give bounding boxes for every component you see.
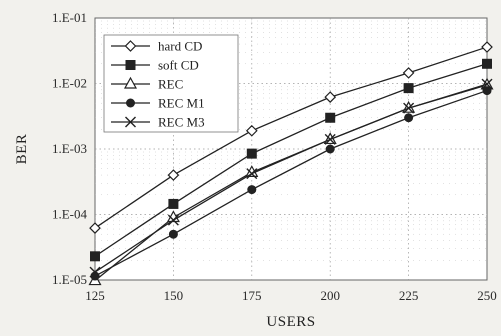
x-tick-label: 125 — [85, 288, 105, 303]
legend-label: REC — [158, 77, 183, 92]
y-tick-label: 1.E-03 — [52, 141, 87, 156]
data-point — [168, 198, 179, 209]
legend-label: hard CD — [158, 39, 202, 54]
series-rec-m3 — [89, 78, 493, 278]
data-point — [482, 58, 492, 69]
legend-item-rec-m3: REC M3 — [111, 115, 205, 130]
legend-label: REC M1 — [158, 96, 205, 111]
data-point — [482, 86, 492, 96]
data-point — [324, 133, 336, 145]
data-point — [168, 229, 178, 239]
legend-marker — [125, 60, 136, 70]
data-point — [246, 148, 257, 159]
data-point — [325, 112, 336, 123]
data-point — [402, 67, 415, 79]
x-tick-label: 225 — [399, 288, 419, 303]
data-point — [90, 251, 100, 262]
data-point — [247, 185, 257, 195]
series-rec-m1 — [90, 86, 492, 281]
x-tick-label: 175 — [242, 288, 262, 303]
data-point — [404, 113, 414, 123]
x-tick-label: 250 — [477, 288, 497, 303]
series-line — [94, 63, 488, 257]
legend: hard CD soft CD REC REC M1 REC M3 — [103, 34, 239, 133]
x-axis-title: USERS — [266, 314, 315, 330]
legend-marker — [124, 40, 137, 52]
legend-label: REC M3 — [158, 115, 205, 130]
tick-labels: 125 150 175 200 225 250 1.E-01 1.E-02 1.E-03 1.E-… — [52, 10, 497, 303]
y-tick-label: 1.E-04 — [52, 207, 88, 222]
legend-item-rec: REC — [111, 77, 183, 92]
series-hard-cd — [89, 41, 493, 234]
data-point — [403, 83, 414, 94]
data-point — [324, 91, 337, 103]
data-point — [167, 214, 179, 226]
data-point — [246, 168, 258, 180]
data-point — [89, 222, 101, 234]
legend-label: soft CD — [158, 58, 199, 73]
data-point — [481, 78, 493, 90]
data-point — [403, 102, 415, 114]
series-line — [94, 89, 488, 277]
y-axis-title: BER — [14, 134, 30, 165]
legend-marker — [125, 116, 136, 128]
series-soft-cd — [90, 58, 492, 262]
legend-item-hard-cd: hard CD — [111, 39, 202, 54]
y-tick-label: 1.E-01 — [52, 10, 87, 25]
legend-item-rec-m1: REC M1 — [111, 96, 205, 111]
data-point — [481, 41, 493, 53]
y-tick-label: 1.E-02 — [52, 76, 87, 91]
x-tick-label: 200 — [320, 288, 340, 303]
legend-marker — [126, 98, 135, 108]
data-point — [167, 169, 180, 181]
x-tick-label: 150 — [164, 288, 184, 303]
y-tick-label: 1.E-05 — [52, 272, 87, 287]
data-point — [245, 124, 258, 137]
legend-item-soft-cd: soft CD — [111, 58, 199, 73]
data-point — [89, 266, 101, 278]
data-point — [325, 144, 335, 154]
series-layer — [88, 41, 494, 286]
legend-marker — [123, 76, 138, 89]
series-line — [94, 83, 488, 273]
series-line — [94, 46, 488, 229]
